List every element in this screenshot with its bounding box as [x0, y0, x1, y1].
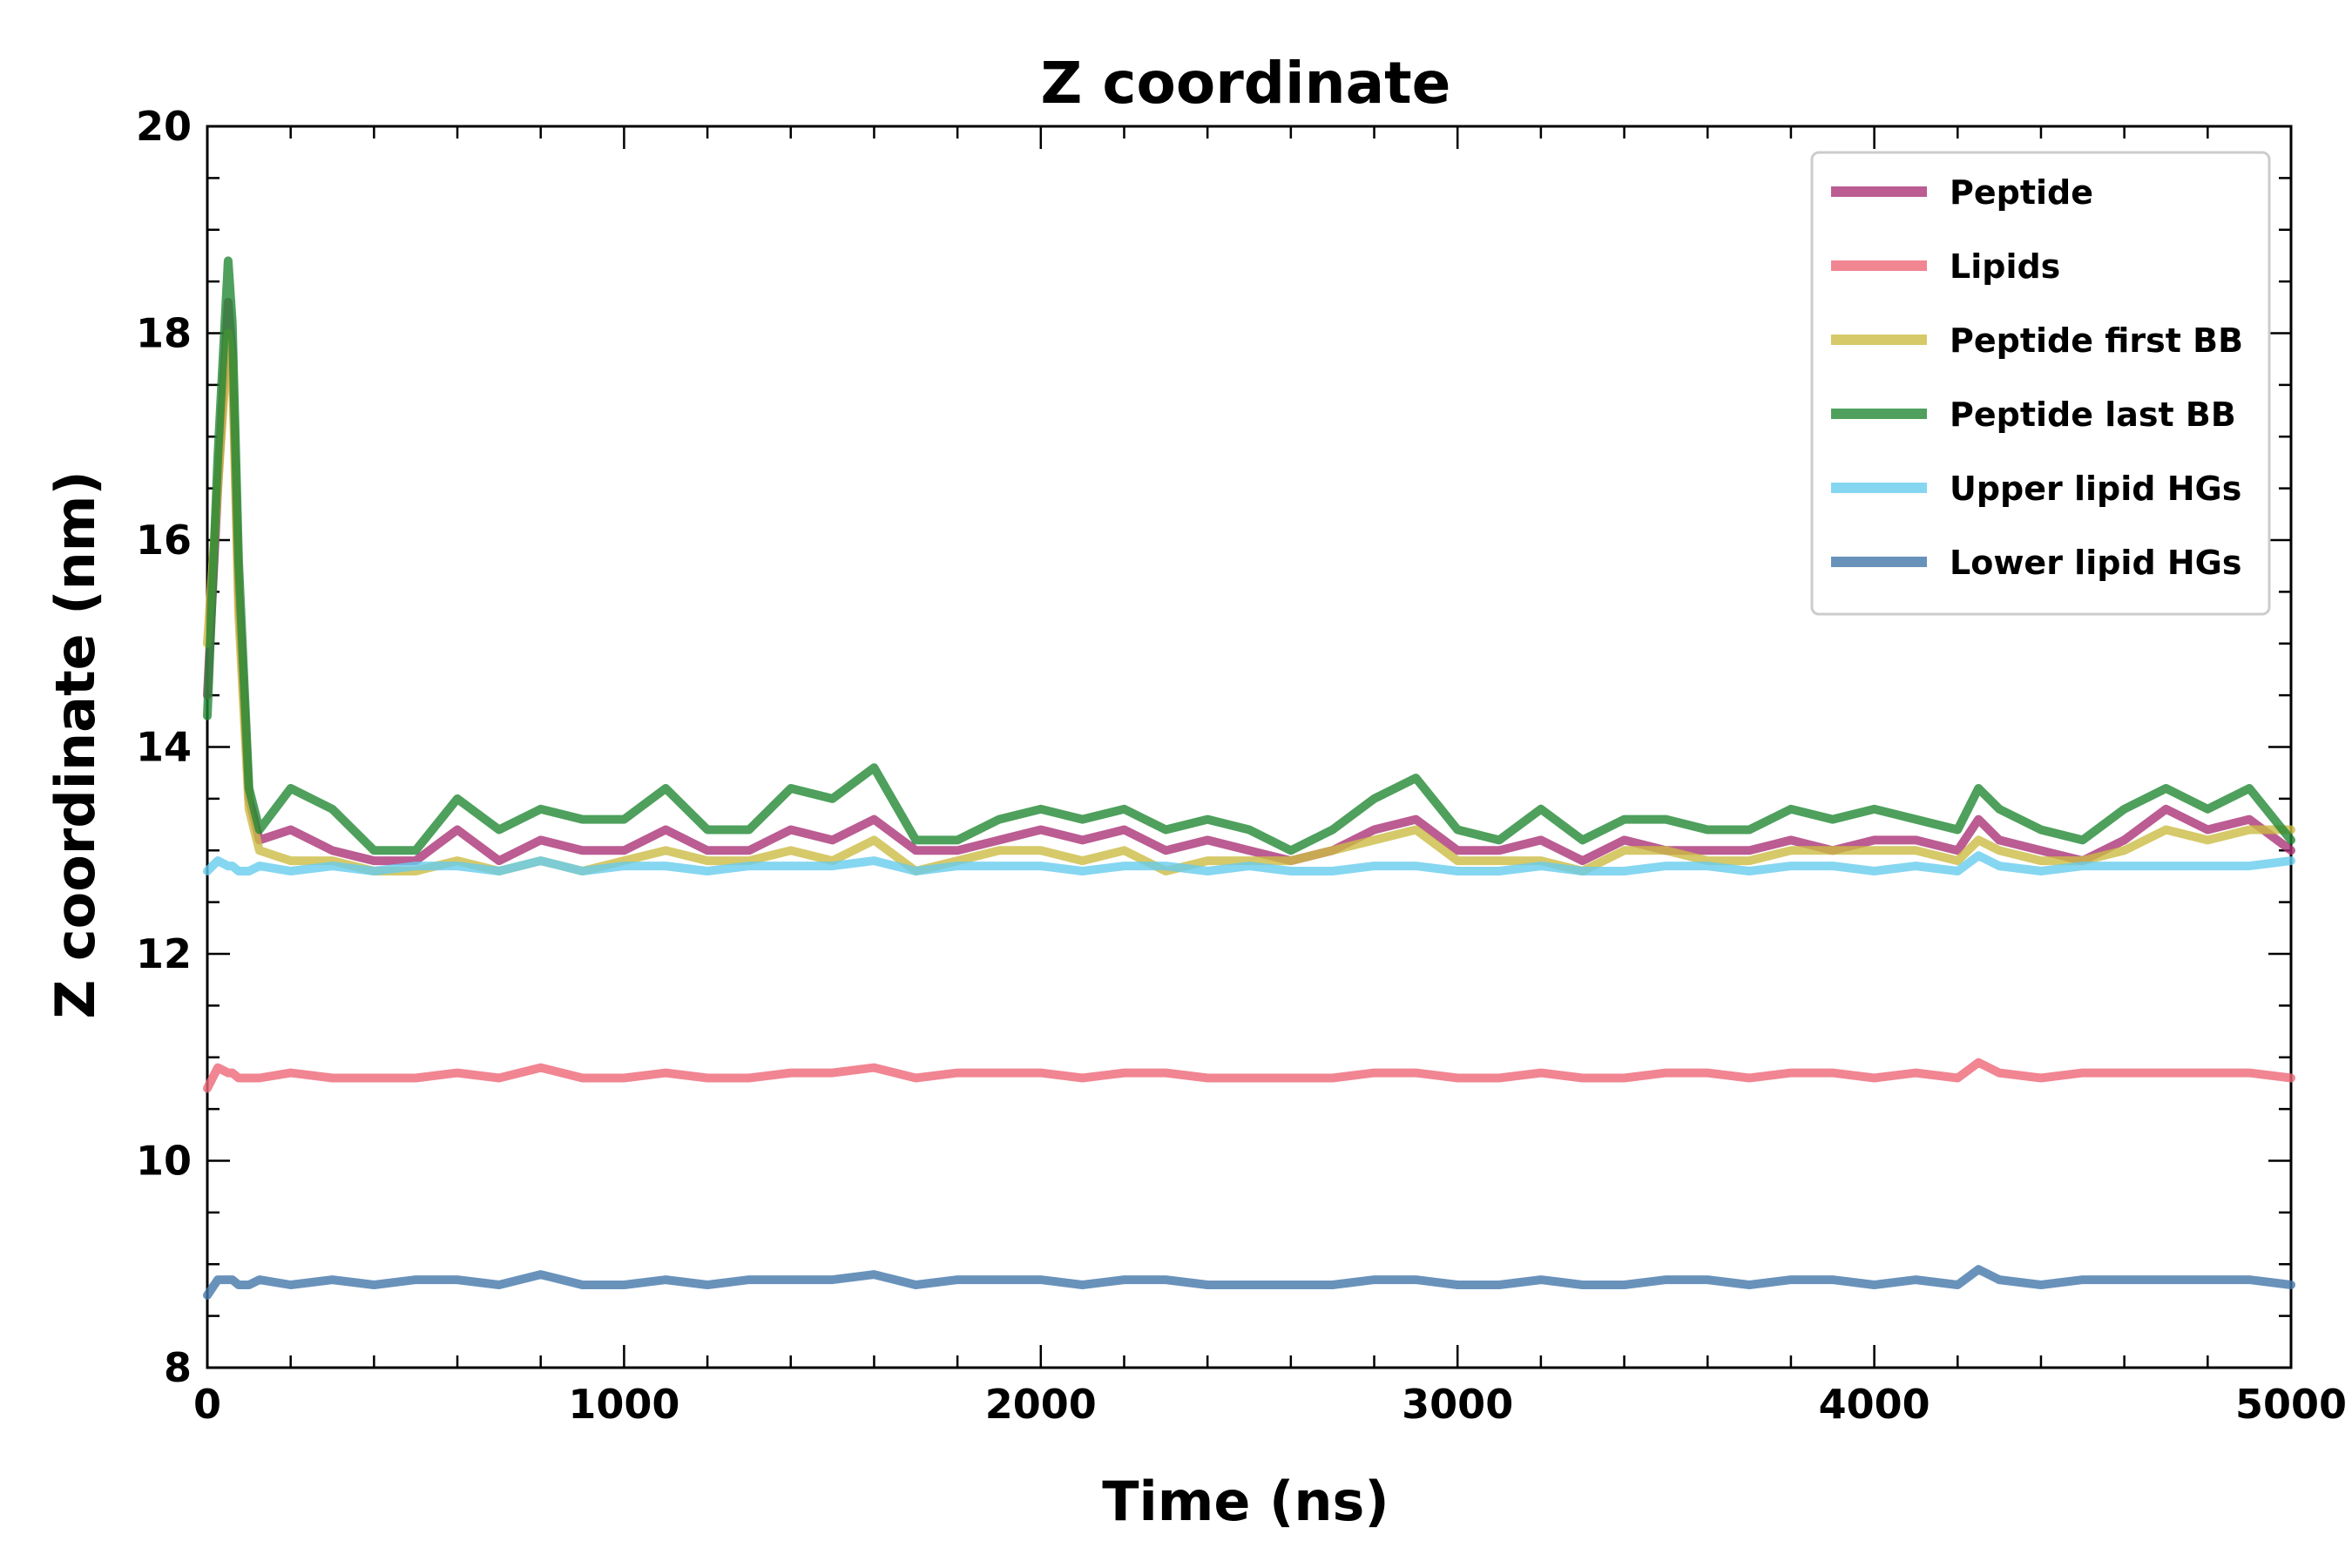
legend-label: Upper lipid HGs	[1950, 470, 2241, 508]
y-tick-label: 14	[136, 724, 192, 771]
plot-area: 0 1000 2000 3000 4000 5000 8 10 12 14 16 18 20	[136, 103, 2347, 1428]
legend-label: Peptide last BB	[1950, 395, 2236, 434]
legend: Peptide Lipids Peptide first BB Peptide las…	[1810, 151, 2271, 616]
y-tick-label: 20	[136, 103, 192, 150]
x-tick-label: 4000	[1819, 1381, 1930, 1428]
y-tick-label: 12	[136, 930, 192, 977]
y-tick-label: 10	[136, 1138, 192, 1185]
x-tick-label: 2000	[985, 1381, 1097, 1428]
series-line-lipids	[203, 1058, 2295, 1093]
y-tick-label: 8	[164, 1344, 192, 1391]
series-line-peptide-last-bb	[203, 256, 2295, 855]
series-line-upper-lipid-hgs	[203, 851, 2295, 875]
legend-label: Lower lipid HGs	[1950, 544, 2242, 582]
legend-label: Peptide	[1950, 173, 2093, 212]
y-tick-label: 16	[136, 517, 192, 564]
y-axis-title: Z coordinate (nm)	[44, 470, 107, 1018]
legend-label: Peptide first BB	[1950, 321, 2243, 360]
chart-title: Z coordinate	[1041, 50, 1451, 117]
x-tick-label: 3000	[1402, 1381, 1513, 1428]
x-tick-label: 5000	[2235, 1381, 2347, 1428]
x-axis-title: Time (ns)	[1102, 1470, 1389, 1533]
legend-label: Lipids	[1950, 247, 2060, 286]
x-tick-label: 0	[193, 1381, 221, 1428]
series-line-lower-lipid-hgs	[203, 1265, 2295, 1300]
series-line-peptide	[203, 297, 2295, 866]
x-tick-label: 1000	[568, 1381, 679, 1428]
y-tick-label: 18	[136, 310, 192, 357]
